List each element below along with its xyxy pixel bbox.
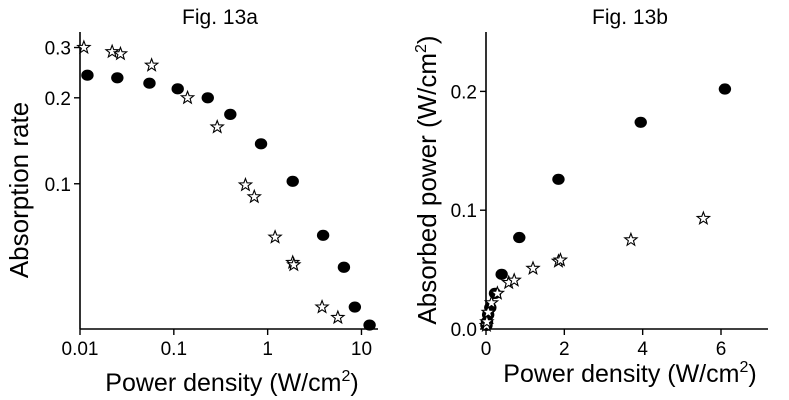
chart-b-ticks: 0 2 4 6 0.0 0.1 0.2	[451, 82, 727, 360]
chart-b-circle-point	[552, 173, 565, 185]
chart-b-star-point	[695, 210, 712, 226]
chart-b-star-point	[525, 260, 541, 275]
chart-b-star-point	[483, 294, 500, 310]
chart-a-star-point	[104, 43, 120, 59]
chart-a-star-point	[246, 188, 262, 204]
chart-a-circle-point	[348, 301, 362, 313]
chart-b-x-tick-label: 6	[716, 339, 727, 360]
chart-a-circle-point	[316, 229, 330, 241]
chart-b-star-point	[489, 285, 506, 300]
chart-b-star-point	[479, 313, 495, 329]
chart-a-y-tick-label: 0.2	[45, 89, 71, 110]
chart-a-circle-point	[363, 319, 376, 331]
chart-a-circle-point	[286, 175, 299, 187]
chart-b-y-axis-label: Absorbed power (W/cm2)	[412, 35, 442, 324]
chart-a-circle-point	[254, 138, 268, 150]
chart-b-circle-point	[718, 83, 732, 95]
chart-b-x-axis-label-end: )	[748, 360, 756, 388]
chart-b-x-tick-label: 4	[637, 339, 648, 360]
chart-a-star-point	[330, 309, 346, 325]
chart-a-circle-point	[337, 261, 351, 273]
panel-fig13b: Fig. 13b Absorbed power (W/cm2) Power de…	[412, 6, 768, 388]
chart-a-x-axis-label-end: )	[350, 369, 358, 397]
chart-a-circle-point	[171, 83, 184, 95]
chart-b-y-axis-label-sup: 2	[413, 44, 430, 53]
chart-a-star-point	[237, 176, 254, 192]
chart-a-x-axis-label-sup: 2	[341, 368, 350, 385]
chart-a-y-tick-label: 0.1	[45, 175, 71, 196]
chart-b-star-point	[480, 304, 496, 319]
chart-a-x-axis-label-main: Power density (W/cm	[105, 369, 341, 397]
panel-fig13a: Fig. 13a Absorption rate Power density (…	[4, 6, 378, 397]
chart-a-y-tick-label: 0.3	[45, 39, 71, 60]
chart-b-circle-point	[495, 268, 508, 280]
chart-b-x-axis-label-sup: 2	[739, 359, 748, 376]
chart-a-title: Fig. 13a	[182, 6, 258, 29]
chart-a-star-point	[314, 298, 330, 314]
chart-b-y-axis-label-main: Absorbed power (W/cm	[412, 53, 442, 325]
chart-b-y-axis-label-end: )	[412, 35, 442, 44]
chart-a-star-point	[286, 256, 302, 272]
chart-a-x-tick-label: 10	[351, 339, 372, 360]
chart-a-x-tick-label: 0.1	[161, 339, 187, 360]
chart-a-star-point	[209, 118, 225, 134]
chart-a-circle-point	[111, 72, 124, 84]
chart-a-circle-point	[224, 108, 237, 120]
chart-a-x-tick-label: 0.01	[62, 339, 99, 360]
chart-a-y-axis-label: Absorption rate	[4, 102, 34, 278]
chart-a-x-tick-label: 1	[262, 339, 273, 360]
chart-a-x-axis-label: Power density (W/cm2)	[105, 368, 358, 397]
chart-a-circle-point	[201, 92, 214, 104]
chart-b-markers	[478, 83, 732, 332]
chart-b-title: Fig. 13b	[592, 6, 668, 29]
chart-a-star-point	[143, 57, 160, 72]
chart-a-circle-point	[143, 77, 156, 89]
chart-b-y-tick-label: 0.2	[451, 82, 477, 103]
chart-a-ticks: 0.01 0.1 1 10 0.1 0.2 0.3	[45, 39, 372, 360]
chart-a-markers	[76, 39, 376, 331]
chart-b-y-tick-label: 0.0	[451, 320, 477, 341]
chart-b-circle-point	[513, 231, 526, 244]
chart-b-y-tick-label: 0.1	[451, 201, 477, 222]
chart-b-star-point	[552, 252, 569, 267]
chart-a-star-point	[267, 229, 283, 244]
chart-b-circle-point	[634, 116, 647, 128]
chart-b-x-axis-label: Power density (W/cm2)	[503, 359, 756, 388]
chart-b-x-axis-label-main: Power density (W/cm	[503, 360, 739, 388]
chart-b-x-tick-label: 0	[481, 339, 492, 360]
chart-b-star-point	[623, 231, 639, 247]
chart-b-x-tick-label: 2	[559, 339, 570, 360]
chart-a-star-point	[76, 39, 92, 55]
chart-a-circle-point	[81, 69, 94, 81]
chart-b-star-point	[506, 272, 522, 287]
chart-a-star-point	[112, 45, 129, 61]
chart-a-star-point	[179, 89, 196, 105]
